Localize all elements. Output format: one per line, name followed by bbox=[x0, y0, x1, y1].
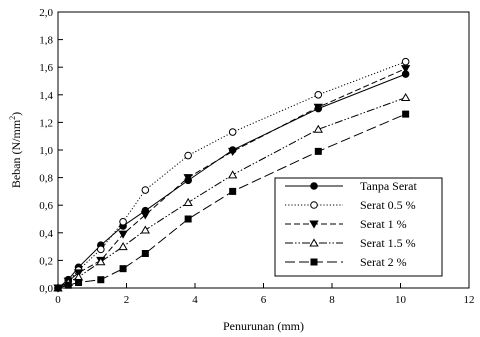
y-tick-label: 1,0 bbox=[39, 145, 53, 157]
data-point bbox=[228, 128, 237, 136]
data-point bbox=[64, 281, 72, 289]
data-point bbox=[314, 147, 322, 155]
data-point bbox=[118, 230, 128, 239]
series-line bbox=[57, 113, 406, 289]
y-tick-label: 1,2 bbox=[39, 117, 53, 129]
y-tick-label: 0,2 bbox=[39, 255, 53, 267]
y-tick-label: 0,4 bbox=[39, 228, 53, 240]
series-layer bbox=[53, 57, 411, 293]
x-tick-label: 10 bbox=[395, 294, 407, 306]
y-axis-label-main: Beban (N/mm bbox=[9, 119, 23, 188]
legend-item: Tanpa Serat bbox=[285, 179, 417, 193]
series-2 bbox=[54, 57, 410, 292]
data-point bbox=[141, 186, 150, 194]
data-point bbox=[119, 265, 127, 273]
legend-label: Serat 1.5 % bbox=[360, 236, 416, 250]
series-line bbox=[57, 97, 406, 289]
data-point bbox=[140, 225, 151, 234]
y-tick-label: 0,6 bbox=[39, 200, 53, 212]
legend-marker bbox=[310, 201, 318, 209]
y-tick-label: 2,0 bbox=[39, 7, 53, 19]
data-point bbox=[228, 147, 238, 156]
legend-label: Serat 1 % bbox=[360, 217, 407, 231]
data-point bbox=[140, 211, 151, 220]
data-point bbox=[54, 284, 62, 292]
data-point bbox=[118, 241, 128, 251]
y-tick-label: 1,8 bbox=[39, 35, 53, 47]
x-tick-label: 8 bbox=[329, 294, 335, 306]
x-axis-label: Penurunan (mm) bbox=[223, 319, 304, 333]
data-point bbox=[314, 91, 323, 99]
y-axis-label-superscript: 2 bbox=[8, 116, 17, 120]
x-tick-label: 2 bbox=[124, 294, 130, 306]
legend-item: Serat 1.5 % bbox=[285, 236, 416, 250]
data-point bbox=[229, 187, 237, 195]
legend-box bbox=[274, 177, 443, 277]
data-point bbox=[97, 245, 105, 254]
y-tick-label: 0,0 bbox=[39, 283, 53, 295]
data-point bbox=[119, 217, 127, 226]
legend: Tanpa Serat Serat 0.5 % Serat 1 % Serat 1.5… bbox=[274, 177, 443, 277]
x-tick-label: 0 bbox=[55, 294, 61, 306]
y-axis: 0,0 0,2 0,4 0,6 0,8 1,0 1,2 1,4 1,6 1,8 2,0 bbox=[39, 7, 63, 295]
y-tick-label: 0,8 bbox=[39, 173, 53, 185]
data-point bbox=[184, 215, 192, 223]
legend-marker bbox=[310, 182, 318, 190]
legend-label: Serat 0.5 % bbox=[360, 198, 416, 212]
data-point bbox=[400, 65, 411, 74]
legend-item: Serat 1 % bbox=[285, 217, 407, 231]
data-point bbox=[96, 257, 106, 266]
x-tick-label: 12 bbox=[464, 294, 475, 306]
y-tick-label: 1,4 bbox=[39, 90, 53, 102]
data-point bbox=[97, 276, 105, 284]
y-axis-label: Beban (N/mm2) bbox=[8, 112, 23, 188]
series-line bbox=[57, 68, 406, 289]
x-tick-label: 4 bbox=[192, 294, 198, 306]
data-point bbox=[401, 57, 410, 66]
y-axis-label-tail: ) bbox=[9, 112, 23, 116]
y-tick-label: 1,6 bbox=[39, 62, 53, 74]
legend-item: Serat 2 % bbox=[285, 255, 407, 269]
data-point bbox=[183, 174, 193, 183]
series-5 bbox=[54, 110, 410, 292]
data-point bbox=[400, 92, 411, 102]
legend-marker bbox=[309, 238, 319, 247]
data-point bbox=[183, 197, 193, 206]
data-point bbox=[313, 103, 323, 112]
legend-items: Tanpa Serat Serat 0.5 % Serat 1 % Serat 1.5… bbox=[285, 179, 417, 269]
data-point bbox=[402, 110, 410, 118]
legend-marker bbox=[310, 258, 318, 266]
x-axis: 0 2 4 6 8 10 12 bbox=[55, 283, 475, 306]
data-point bbox=[75, 278, 83, 286]
data-point bbox=[141, 250, 149, 257]
legend-item: Serat 0.5 % bbox=[285, 198, 416, 212]
data-point bbox=[228, 170, 238, 179]
data-point bbox=[184, 151, 192, 160]
data-point bbox=[313, 124, 323, 133]
x-tick-label: 6 bbox=[261, 294, 267, 306]
series-line bbox=[57, 61, 406, 289]
legend-label: Tanpa Serat bbox=[360, 179, 417, 193]
legend-label: Serat 2 % bbox=[360, 255, 407, 269]
legend-marker bbox=[309, 220, 319, 229]
